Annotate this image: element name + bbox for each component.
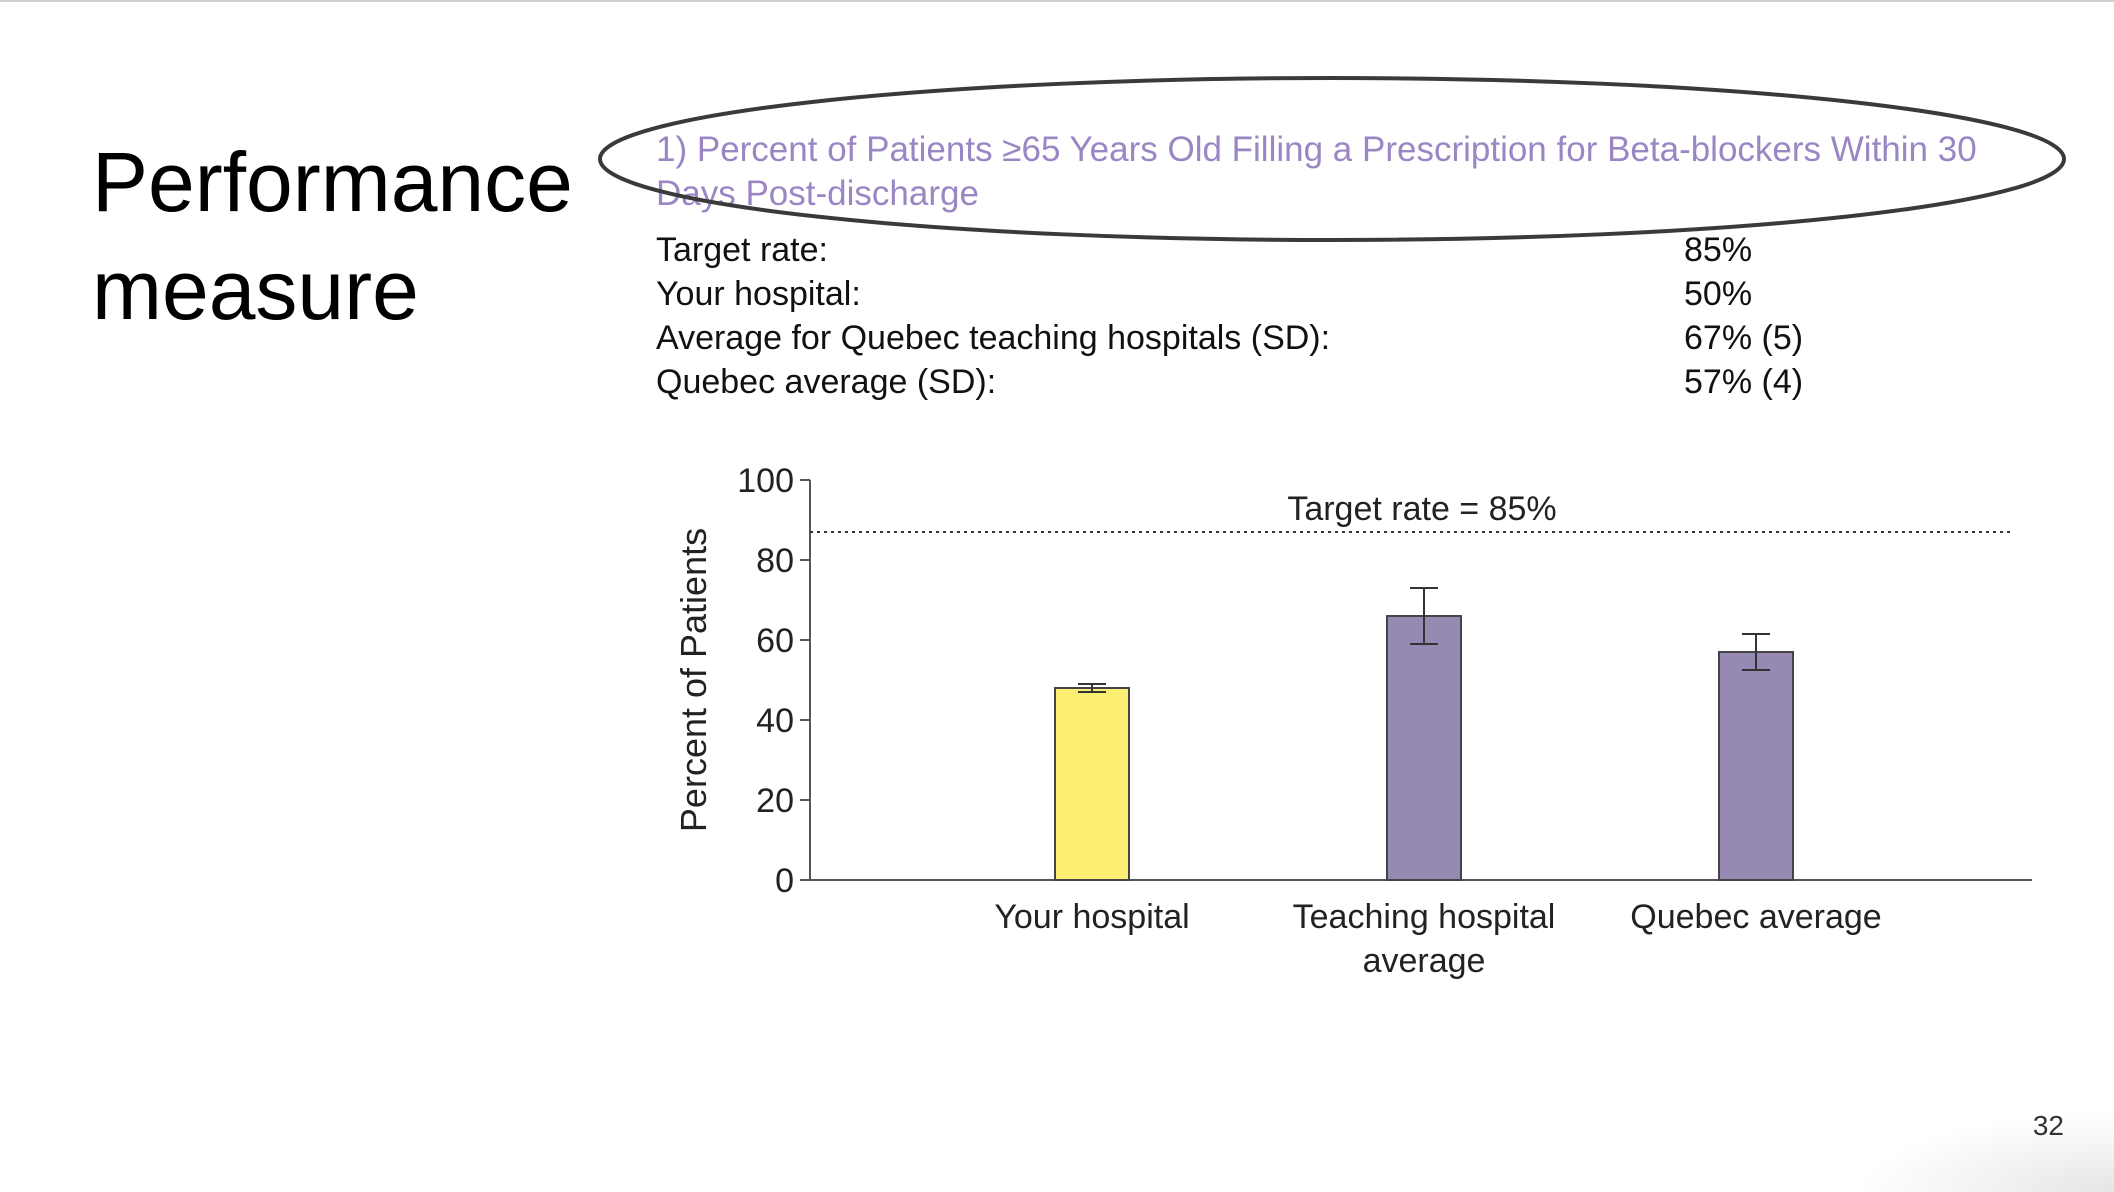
measure-title: 1) Percent of Patients ≥65 Years Old Fil… <box>656 130 1977 213</box>
stat-value: 57% (4) <box>1684 363 1804 401</box>
bar-chart: 0 20 40 60 80 100 Percent of Patients Target ra… <box>673 462 2032 980</box>
highlight-oval <box>598 76 2066 242</box>
stat-row-quebec-average: Quebec average (SD): 57% (4) <box>656 360 1856 404</box>
stats-table: Target rate: 85% Your hospital: 50% Aver… <box>656 228 1856 404</box>
stat-row-target: Target rate: 85% <box>656 228 1856 272</box>
stat-value: 50% <box>1684 275 1753 313</box>
x-tick-label: Teaching hospital <box>1293 898 1556 936</box>
y-tick-label: 0 <box>775 862 794 900</box>
target-label: Target rate = 85% <box>1287 490 1556 528</box>
y-tick-label: 100 <box>737 462 794 500</box>
stat-label: Average for Quebec teaching hospitals (S… <box>656 319 1331 357</box>
stat-row-teaching-average: Average for Quebec teaching hospitals (S… <box>656 316 1856 360</box>
x-tick-label: Your hospital <box>994 898 1189 936</box>
y-axis-label: Percent of Patients <box>673 528 714 832</box>
slide-title-line1: Performance <box>92 135 573 229</box>
stat-value: 85% <box>1684 231 1753 269</box>
y-tick-label: 40 <box>756 702 794 740</box>
top-divider <box>0 0 2114 2</box>
bar-2 <box>1386 615 1462 881</box>
page-number: 32 <box>2033 1110 2064 1142</box>
corner-shadow <box>1854 1112 2114 1192</box>
y-tick-label: 20 <box>756 782 794 820</box>
stat-label: Your hospital: <box>656 275 861 313</box>
slide-title-line2: measure <box>92 243 419 337</box>
bar-1 <box>1054 687 1130 881</box>
stat-label: Quebec average (SD): <box>656 363 997 401</box>
stat-label: Target rate: <box>656 231 828 269</box>
x-tick-label: Quebec average <box>1630 898 1881 936</box>
y-tick-label: 60 <box>756 622 794 660</box>
x-tick-label-line2: average <box>1363 942 1486 980</box>
stat-value: 67% (5) <box>1684 319 1804 357</box>
bar-3 <box>1718 651 1794 881</box>
stat-row-your-hospital: Your hospital: 50% <box>656 272 1856 316</box>
y-tick-label: 80 <box>756 542 794 580</box>
slide-title: Performance measure <box>92 128 652 344</box>
